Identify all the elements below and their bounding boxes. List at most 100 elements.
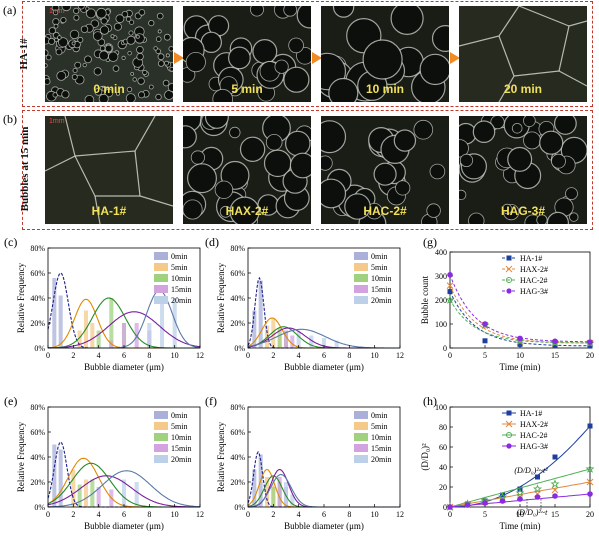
bubble (132, 77, 137, 82)
legend-swatch (354, 285, 368, 293)
y-tick-label: 40% (30, 294, 45, 303)
bubble (546, 211, 569, 224)
bubble (155, 93, 162, 101)
bubble (501, 203, 513, 215)
y-tick-label: 20% (230, 319, 245, 328)
bubble (155, 36, 162, 42)
bar (277, 328, 282, 348)
bubble (419, 53, 449, 86)
bubble (53, 9, 59, 16)
legend-label: HA-1# (520, 409, 542, 418)
chart-c: (c) 0min 5min 10min 15min 20min 0 2 4 6 8 10 12 0% 20%… (4, 235, 204, 372)
bar (58, 295, 63, 348)
legend-label: 20min (171, 455, 191, 464)
x-tick-label: 12 (196, 351, 204, 360)
foam-texture-5 (183, 6, 311, 102)
y-tick-label: 0 (443, 503, 447, 512)
bubble (250, 6, 264, 17)
legend-swatch (154, 274, 168, 282)
bubble (265, 133, 283, 151)
x-tick-label: 0 (246, 351, 250, 360)
y-tick-label: 0 (443, 344, 447, 353)
legend-label: 15min (171, 285, 191, 294)
bubble (100, 17, 108, 25)
bubble (565, 187, 578, 200)
data-point (517, 341, 523, 347)
bubble (321, 155, 333, 171)
bubble (153, 46, 158, 51)
y-tick-label: 60 (439, 443, 447, 452)
legend-marker (506, 410, 512, 416)
bubble (101, 86, 107, 92)
film-edge (74, 155, 140, 197)
legend-marker (505, 276, 513, 284)
y-axis-label: Relative Frequency (216, 421, 226, 492)
bar (58, 449, 63, 507)
bubble (274, 59, 289, 74)
data-point (552, 338, 558, 345)
panel-letter-g: (g) (423, 235, 437, 249)
y-tick-label: 40% (230, 453, 245, 462)
bubble (90, 19, 99, 28)
bubble (116, 91, 121, 96)
bubble (104, 44, 113, 53)
caption-b-1: HAX-2# (225, 204, 269, 218)
arrow-right-icon (174, 52, 184, 64)
bubble (56, 71, 67, 81)
bubble (48, 27, 56, 35)
y-tick-label: 60% (30, 269, 45, 278)
bubble (283, 6, 298, 17)
bubble (73, 14, 80, 21)
legend-label: 20min (371, 296, 391, 305)
x-tick-label: 0 (246, 510, 250, 519)
bar (283, 330, 289, 348)
bubble (228, 46, 251, 70)
bubble (212, 88, 233, 102)
foam-texture-b0 (45, 116, 173, 224)
bubble (169, 66, 173, 72)
y-tick-label: 20% (230, 478, 245, 487)
legend-marker (505, 265, 513, 273)
legend-label: 20min (171, 296, 191, 305)
bubble (157, 60, 165, 67)
legend-swatch (154, 263, 168, 271)
panel-letter-e: (e) (4, 394, 17, 408)
y-tick-label: 20% (30, 478, 45, 487)
caption-b-2: HAC-2# (363, 204, 407, 218)
legend-label: HAC-2# (520, 431, 548, 440)
legend-swatch (154, 433, 168, 441)
data-point (587, 343, 593, 349)
bubble (110, 34, 115, 39)
panel-b-row-label: Bubbles at 15 min (19, 126, 31, 212)
x-tick-label: 10 (171, 351, 179, 360)
bubble (148, 84, 154, 90)
panel-b-letter: (b) (3, 112, 17, 126)
bar (258, 280, 263, 348)
x-axis-label: Time (min) (500, 521, 541, 531)
bubble (142, 69, 148, 76)
bar (290, 494, 295, 507)
bubble (96, 7, 107, 19)
legend-swatch (154, 422, 168, 430)
bubble (80, 25, 89, 33)
bar (172, 298, 177, 348)
data-point (482, 500, 488, 506)
caption-b-3: HAG-3# (500, 204, 545, 218)
bar (290, 335, 295, 348)
chart-d: (d) 0min 5min 10min 15min 20min 0 2 4 6 8 10 12 0% 20%… (205, 235, 404, 372)
y-tick-label: 40% (30, 453, 45, 462)
bubble (362, 39, 403, 80)
bubble (413, 119, 434, 140)
bubble (328, 77, 359, 102)
bubble (472, 120, 496, 143)
foam-texture-20 (459, 6, 587, 102)
data-point (586, 478, 594, 486)
x-tick-label: 2 (271, 351, 275, 360)
bubble (165, 53, 170, 58)
bubble (137, 77, 145, 85)
y-tick-label: 100 (435, 403, 447, 412)
panel-letter-c: (c) (4, 235, 17, 249)
x-axis-label: Bubble diameter (μm) (84, 521, 164, 531)
data-point (552, 343, 558, 349)
